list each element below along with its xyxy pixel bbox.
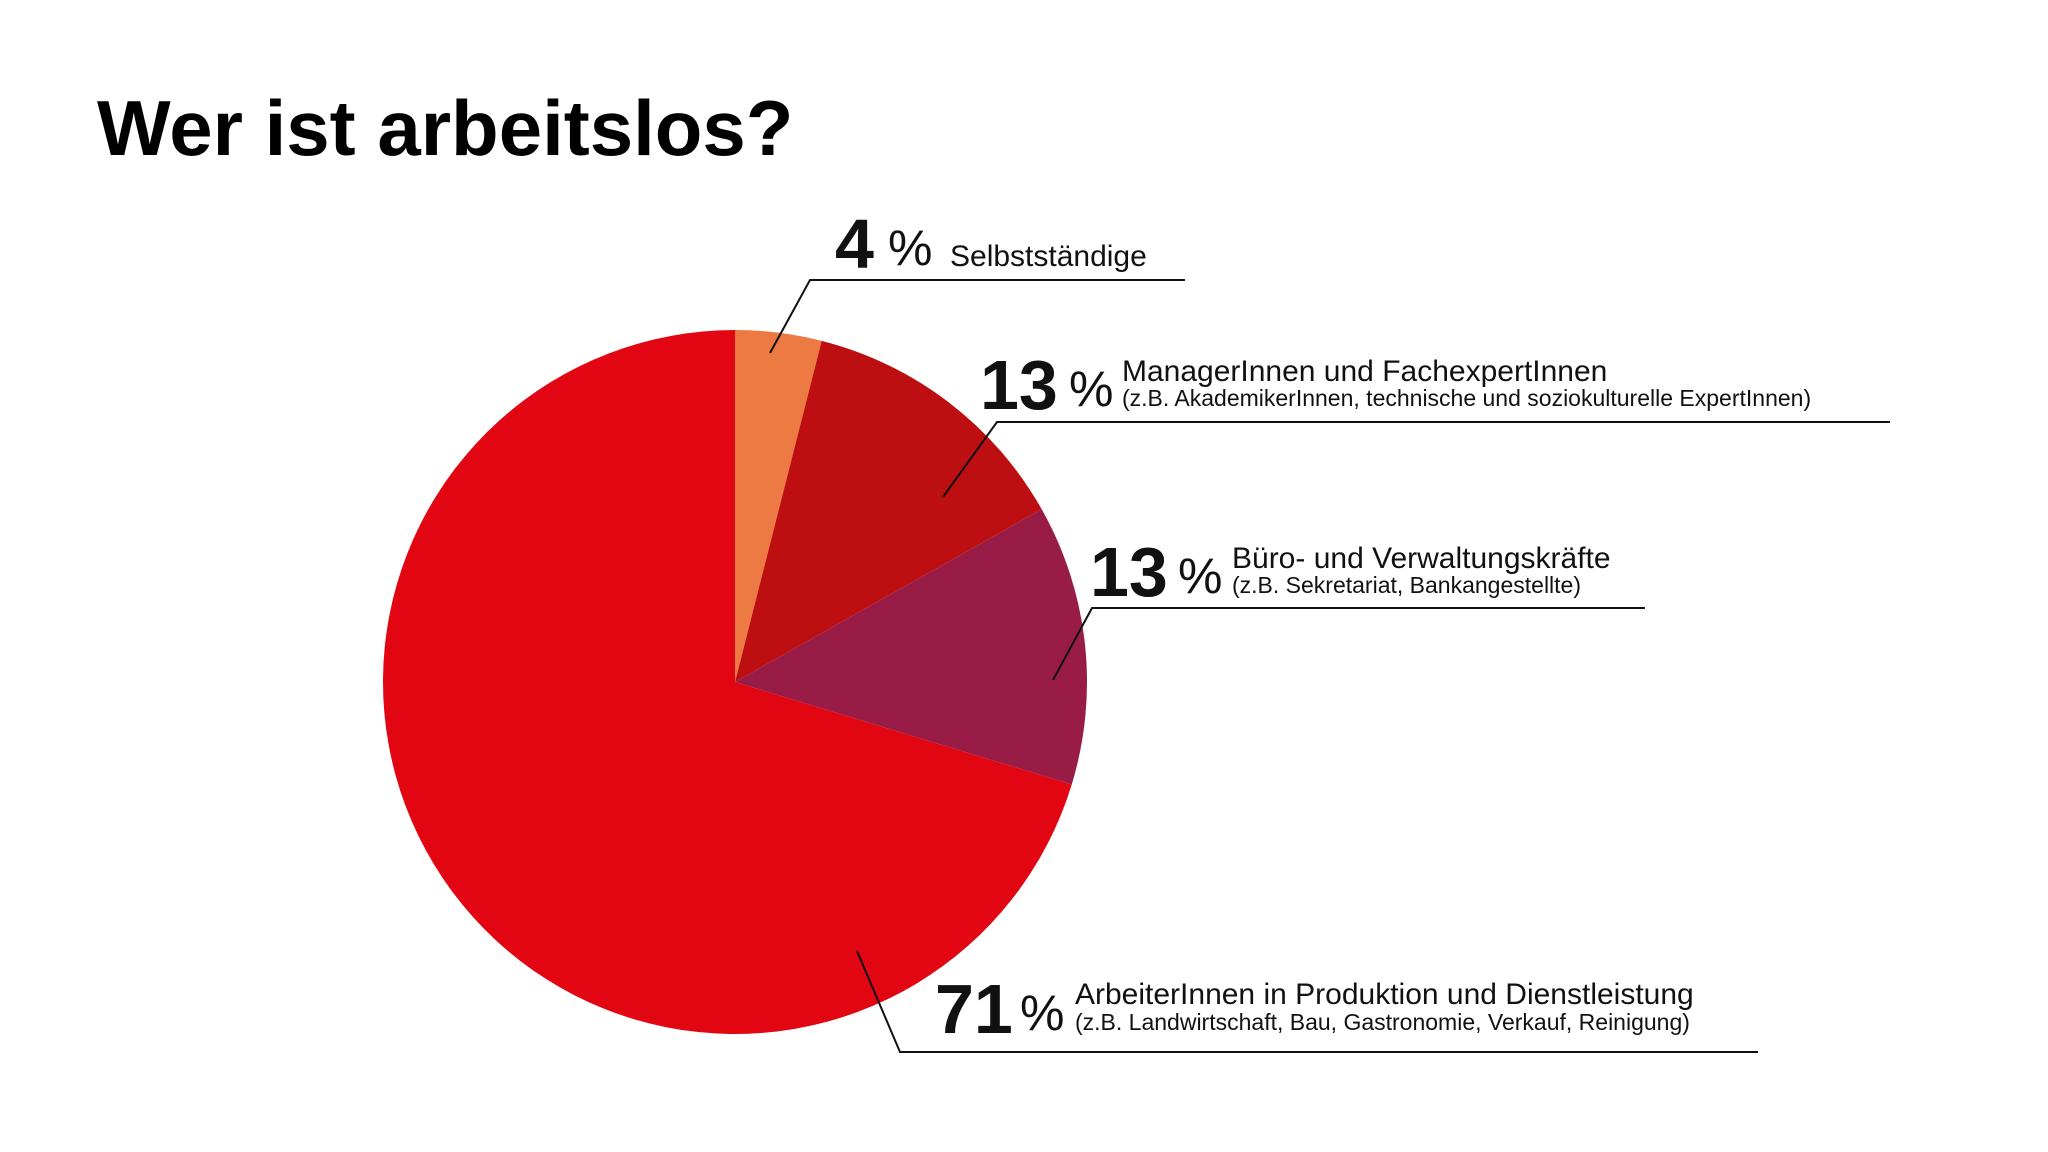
pie-slice-manager [735,340,1042,682]
pct-value-selbststaendige: 4 [835,205,874,283]
pie-slice-arbeiter [382,330,1072,1034]
leader-line-buero [1052,607,1645,681]
chart-title: Wer ist arbeitslos? [97,84,793,172]
leader-line-manager [942,421,1890,498]
pie-slice-selbststaendige [735,330,822,682]
pct-sign-selbststaendige: % [888,220,932,276]
label-text-arbeiter: ArbeiterInnen in Produktion und Dienstle… [1075,978,1694,1011]
pct-sign-buero: % [1178,548,1222,604]
label-selbststaendige: 4 % Selbstständige [835,205,1147,283]
label-text-selbststaendige: Selbstständige [950,240,1147,273]
pct-value-arbeiter: 71 [935,970,1013,1048]
label-arbeiter: 71 % ArbeiterInnen in Produktion und Die… [935,970,1694,1048]
label-manager: 13 % ManagerInnen und FachexpertInnen (z… [980,346,1811,424]
pct-sign-manager: % [1069,361,1113,417]
pie-slice-buero [735,509,1087,785]
pct-sign-arbeiter: % [1020,985,1064,1041]
label-buero: 13 % Büro- und Verwaltungskräfte (z.B. S… [1090,533,1611,611]
sublabel-text-buero: (z.B. Sekretariat, Bankangestellte) [1232,572,1581,598]
leader-lines [769,279,1890,1053]
pct-value-buero: 13 [1090,533,1168,611]
sublabel-text-manager: (z.B. AkademikerInnen, technische und so… [1122,385,1811,411]
leader-line-selbststaendige [769,279,1185,354]
pie-slices [382,330,1087,1034]
leader-line-arbeiter [856,950,1758,1053]
label-text-buero: Büro- und Verwaltungskräfte [1232,542,1611,575]
label-text-manager: ManagerInnen und FachexpertInnen [1122,355,1607,388]
pct-value-manager: 13 [980,346,1058,424]
sublabel-text-arbeiter: (z.B. Landwirtschaft, Bau, Gastronomie, … [1075,1009,1690,1035]
